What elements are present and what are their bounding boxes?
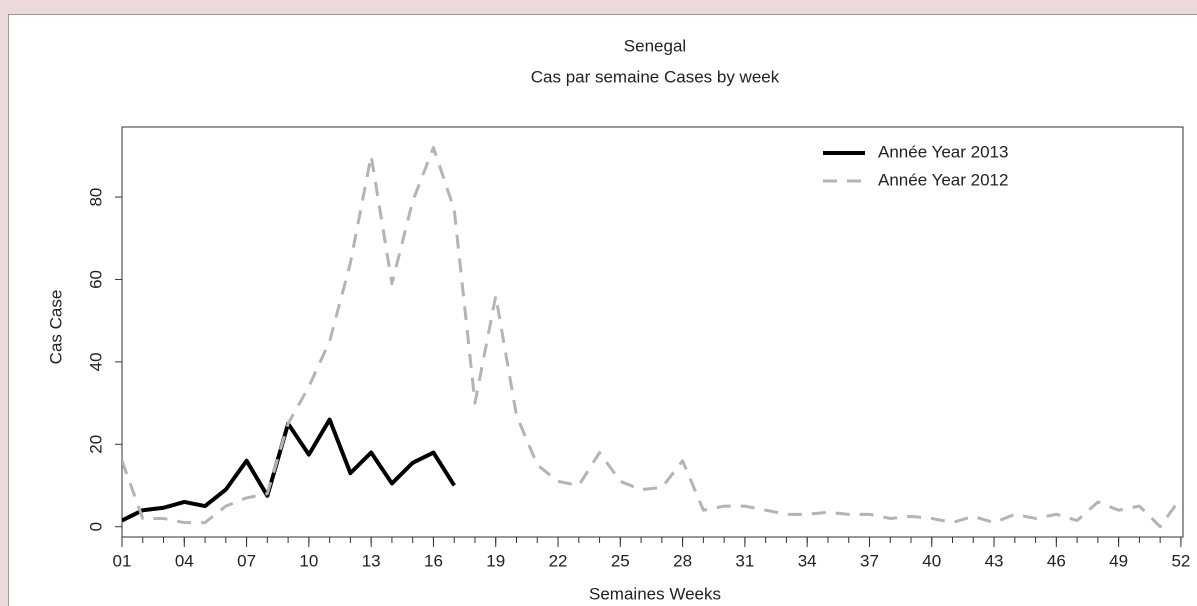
x-tick-label: 04: [175, 551, 194, 570]
x-tick-label: 46: [1047, 551, 1066, 570]
x-tick-label: 19: [486, 551, 505, 570]
chart-subtitle: Cas par semaine Cases by week: [531, 67, 780, 86]
x-tick-label: 49: [1109, 551, 1128, 570]
x-tick-label: 01: [113, 551, 132, 570]
x-tick-label: 31: [735, 551, 754, 570]
x-tick-label: 13: [362, 551, 381, 570]
x-tick-label: 34: [798, 551, 817, 570]
y-tick-label: 0: [86, 522, 105, 531]
x-axis-label: Semaines Weeks: [589, 584, 721, 603]
x-tick-label: 40: [922, 551, 941, 570]
y-tick-label: 80: [86, 188, 105, 207]
x-tick-label: 22: [549, 551, 568, 570]
series-line: [122, 417, 456, 523]
y-tick-label: 60: [86, 270, 105, 289]
y-tick-label: 20: [86, 435, 105, 454]
x-tick-label: 07: [237, 551, 256, 570]
x-tick-label: 10: [299, 551, 318, 570]
y-axis-label: Cas Case: [46, 290, 65, 365]
legend-label: Année Year 2012: [878, 170, 1008, 189]
x-tick-label: 16: [424, 551, 443, 570]
x-tick-label: 43: [985, 551, 1004, 570]
series-line: [122, 146, 1183, 529]
plot-frame: [121, 126, 1184, 538]
x-tick-label: 25: [611, 551, 630, 570]
legend-label: Année Year 2013: [878, 142, 1008, 161]
x-tick-label: 52: [1171, 551, 1190, 570]
y-tick-label: 40: [86, 352, 105, 371]
x-tick-label: 37: [860, 551, 879, 570]
x-tick-label: 28: [673, 551, 692, 570]
chart-title: Senegal: [624, 36, 686, 55]
